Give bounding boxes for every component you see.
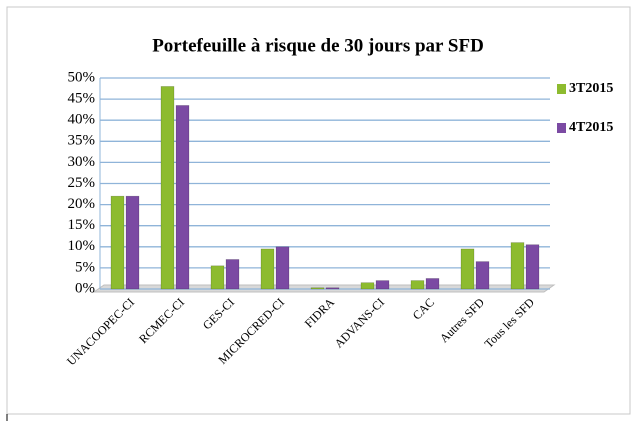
chart-frame: [6, 6, 631, 415]
y-tick-label: 20%: [68, 196, 96, 212]
bar: [460, 248, 475, 290]
bar: [125, 195, 140, 290]
bar: [210, 265, 225, 290]
y-tick-label: 45%: [68, 91, 96, 107]
y-tick-label: 5%: [75, 259, 95, 275]
legend-swatch: [557, 123, 566, 133]
bar: [160, 86, 175, 290]
bar: [260, 248, 275, 290]
bar: [325, 287, 340, 290]
bar: [425, 278, 440, 290]
bar: [225, 259, 240, 290]
y-tick-label: 15%: [68, 217, 96, 233]
legend-label: 3T2015: [569, 81, 613, 96]
legend-swatch: [557, 84, 566, 94]
y-tick-label: 10%: [68, 238, 96, 254]
bar: [310, 287, 325, 290]
bar: [360, 282, 375, 290]
bar: [110, 195, 125, 290]
bar: [475, 261, 490, 290]
bar: [510, 242, 525, 290]
bar: [175, 105, 190, 290]
y-tick-label: 25%: [68, 175, 96, 191]
y-tick-label: 40%: [68, 112, 96, 128]
bar: [410, 280, 425, 290]
y-tick-label: 30%: [68, 154, 96, 170]
y-tick-label: 0%: [75, 280, 95, 296]
y-tick-label: 35%: [68, 133, 96, 149]
legend-label: 4T2015: [569, 120, 613, 135]
chart-title: Portefeuille à risque de 30 jours par SF…: [152, 35, 484, 56]
bar: [275, 246, 290, 290]
bar: [525, 244, 540, 290]
y-tick-label: 50%: [68, 69, 96, 85]
bar: [375, 280, 390, 290]
